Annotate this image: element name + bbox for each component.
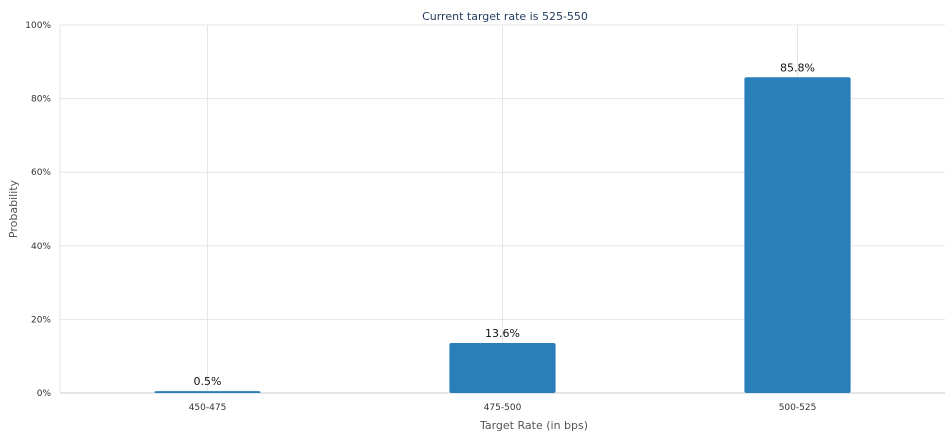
bar-value-label: 13.6% <box>485 327 520 340</box>
y-tick-label: 20% <box>31 315 51 325</box>
y-tick-label: 0% <box>37 389 52 399</box>
labels-layer: 0% 20% 40% 60% 80% 100% 0.5% 450-475 13.6% 475-50… <box>25 21 816 413</box>
y-tick-label: 80% <box>31 95 51 105</box>
bar-value-label: 85.8% <box>780 61 815 74</box>
y-tick-label: 40% <box>31 242 51 252</box>
x-tick-label: 450-475 <box>189 403 227 413</box>
x-tick-label: 500-525 <box>779 403 817 413</box>
chart-title: Current target rate is 525-550 <box>422 10 588 23</box>
bar-475-500[interactable] <box>449 342 556 393</box>
x-axis-label: Target Rate (in bps) <box>479 419 588 432</box>
bars-layer <box>154 77 851 394</box>
y-tick-label: 100% <box>25 21 51 31</box>
x-tick-label: 475-500 <box>484 403 522 413</box>
y-tick-label: 60% <box>31 168 51 178</box>
bar-500-525[interactable] <box>744 77 851 394</box>
y-axis-label: Probability <box>7 179 20 238</box>
bar-450-475[interactable] <box>154 391 261 393</box>
bar-value-label: 0.5% <box>194 375 222 388</box>
